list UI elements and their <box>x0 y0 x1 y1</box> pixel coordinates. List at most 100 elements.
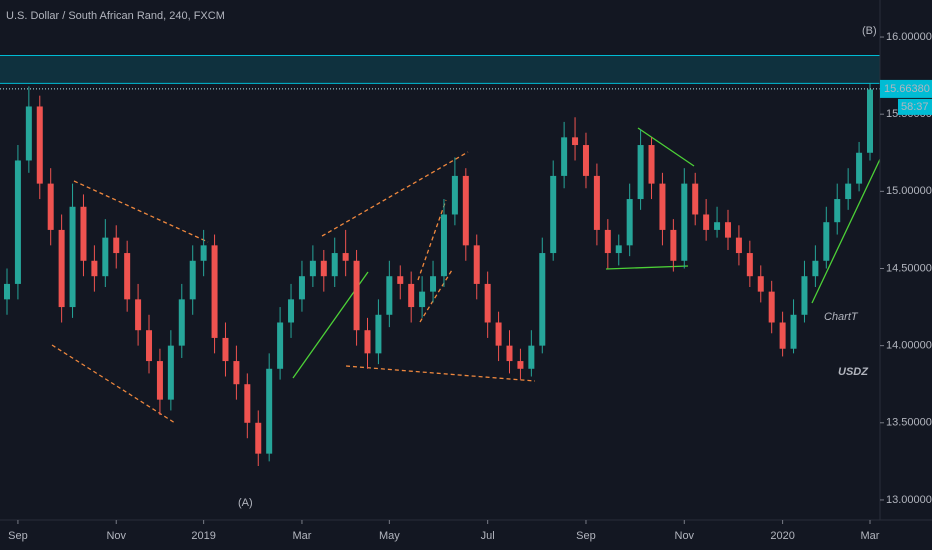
annotation: (A) <box>238 497 253 509</box>
candle-body <box>790 314 797 349</box>
candle-body <box>451 175 458 215</box>
candle-body <box>47 183 54 230</box>
candle-body <box>724 222 731 238</box>
trend-line <box>637 127 695 167</box>
candle-body <box>189 260 196 300</box>
candle-body <box>36 106 43 184</box>
annotation: (B) <box>862 25 877 37</box>
candle-body <box>331 253 338 277</box>
x-tick-label: Sep <box>576 530 596 542</box>
candle-body <box>735 237 742 254</box>
candle-body <box>222 337 229 362</box>
chart-title: U.S. Dollar / South African Rand, 240, F… <box>6 10 225 22</box>
candle-body <box>440 214 447 277</box>
candle-body <box>484 283 491 323</box>
annotation: USDZ <box>838 366 869 378</box>
trend-line <box>605 265 689 270</box>
y-tick-label: 16.00000 <box>886 31 932 43</box>
candle-body <box>102 237 109 277</box>
candle-body <box>277 322 284 369</box>
candle-body <box>58 229 65 308</box>
candle-body <box>582 145 589 176</box>
candle-body <box>342 253 349 261</box>
candle-body <box>353 260 360 331</box>
x-tick-label: Nov <box>675 530 695 542</box>
candle-body <box>211 245 218 338</box>
candle-body <box>561 137 568 176</box>
x-tick-label: 2020 <box>770 530 794 542</box>
candle-body <box>495 322 502 346</box>
candle-body <box>757 276 764 292</box>
candle-body <box>80 206 87 261</box>
y-tick-label: 14.50000 <box>886 262 932 274</box>
candle-body <box>233 361 240 385</box>
candle-body <box>714 222 721 230</box>
candle-body <box>615 245 622 254</box>
x-tick-label: Mar <box>861 530 880 542</box>
candle-body <box>648 145 655 184</box>
x-tick-label: Sep <box>8 530 28 542</box>
y-tick-label: 15.00000 <box>886 185 932 197</box>
candle-body <box>670 229 677 261</box>
candle-body <box>113 237 120 254</box>
candle-body <box>845 183 852 200</box>
candle-body <box>135 299 142 331</box>
candle-body <box>539 253 546 346</box>
y-tick-label: 13.00000 <box>886 494 932 506</box>
x-tick-label: Nov <box>106 530 126 542</box>
candle-body <box>178 299 185 346</box>
y-tick-label: 14.00000 <box>886 340 932 352</box>
trend-line <box>419 269 453 323</box>
candle-body <box>779 322 786 349</box>
candle-body <box>244 384 251 423</box>
candle-body <box>659 183 666 230</box>
candle-body <box>309 260 316 277</box>
trend-line <box>417 199 447 281</box>
candle-body <box>528 345 535 369</box>
countdown-label: 58:37 <box>901 101 929 113</box>
plot-area: (A) (B) ChartT USDZ <box>0 25 880 509</box>
countdown-box <box>898 98 932 115</box>
candle-body <box>288 299 295 323</box>
candle-body <box>375 314 382 354</box>
candle-body <box>517 361 524 369</box>
last-price-label: 15.66380 <box>884 83 930 95</box>
candle-body <box>867 89 873 153</box>
trend-line <box>811 157 880 304</box>
candle-body <box>298 276 305 300</box>
candle-body <box>430 276 437 292</box>
trend-line <box>321 151 469 237</box>
last-price-box <box>880 79 932 98</box>
candle-body <box>25 106 32 161</box>
candle-body <box>856 152 863 184</box>
trend-line <box>73 180 209 243</box>
candle-body <box>812 260 819 277</box>
x-tick-label: Jul <box>481 530 495 542</box>
candle-body <box>124 253 131 300</box>
candle-body <box>692 183 699 215</box>
candle-body <box>746 253 753 277</box>
candle-body <box>681 183 688 261</box>
candle-body <box>146 330 153 362</box>
candle-body <box>473 245 480 284</box>
candle-body <box>69 206 76 308</box>
candle-body <box>255 422 262 454</box>
annotation: ChartT <box>824 311 859 323</box>
candle-body <box>768 291 775 323</box>
candle-body <box>91 260 98 277</box>
candle-body <box>419 291 426 308</box>
candle-body <box>408 283 415 308</box>
candle-body <box>550 175 557 254</box>
candle-body <box>14 160 21 284</box>
trend-line <box>345 365 536 382</box>
candle-body <box>462 175 469 246</box>
candle-body <box>156 361 163 400</box>
x-tick-label: Mar <box>292 530 311 542</box>
trend-line <box>51 344 176 424</box>
candle-body <box>506 345 513 362</box>
candle-body <box>626 199 633 246</box>
x-tick-label: May <box>379 530 400 542</box>
resistance-zone <box>0 55 880 84</box>
